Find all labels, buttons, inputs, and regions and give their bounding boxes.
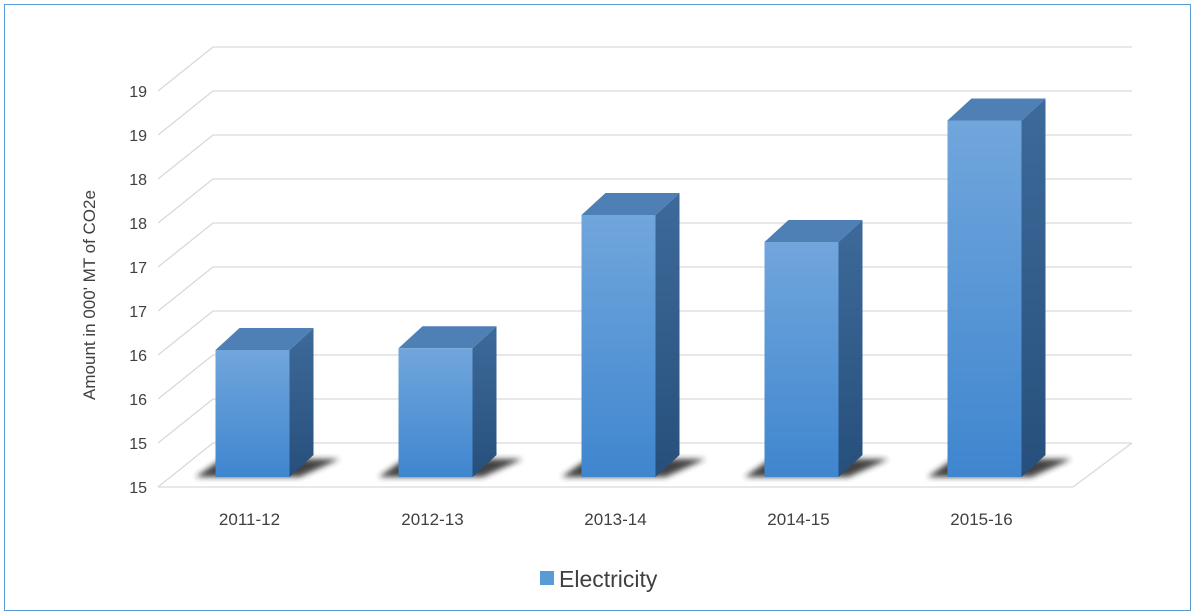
y-tick-label: 15 [129,480,147,497]
gridline [157,46,1132,92]
x-tick-label: 2012-13 [401,510,463,529]
x-tick-label: 2013-14 [584,510,646,529]
x-axis-labels: 2011-12 2012-13 2013-14 2014-15 2015-16 [219,510,1013,529]
legend: Electricity [540,566,658,592]
x-tick-label: 2014-15 [767,510,829,529]
bar-2014-15 [744,220,889,477]
y-tick-label: 15 [129,436,147,453]
y-tick-label: 19 [129,84,147,101]
y-axis-label: Amount in 000' MT of CO2e [80,190,99,400]
y-tick-label: 17 [129,260,147,277]
bar-2011-12 [195,328,340,477]
x-tick-label: 2015-16 [950,510,1012,529]
y-tick-label: 16 [129,348,147,365]
legend-swatch [540,571,554,585]
y-tick-label: 18 [129,172,147,189]
gridline [157,442,214,488]
y-axis-ticks: 15 15 16 16 17 17 18 18 19 19 [129,84,147,497]
y-tick-label: 17 [129,304,147,321]
bar-2015-16 [927,98,1072,477]
y-tick-label: 18 [129,216,147,233]
chart-frame: 15 15 16 16 17 17 18 18 19 19 2011-12 2012-13 2013-… [4,4,1191,611]
bar-2013-14 [561,193,706,477]
bar-2012-13 [378,326,523,477]
legend-label-electricity: Electricity [559,566,658,592]
x-tick-label: 2011-12 [219,510,280,529]
gridline [157,90,1132,136]
chart-svg: 15 15 16 16 17 17 18 18 19 19 2011-12 2012-13 2013-… [80,46,1133,592]
y-tick-label: 16 [129,392,147,409]
bars [195,98,1072,477]
y-tick-label: 19 [129,128,147,145]
